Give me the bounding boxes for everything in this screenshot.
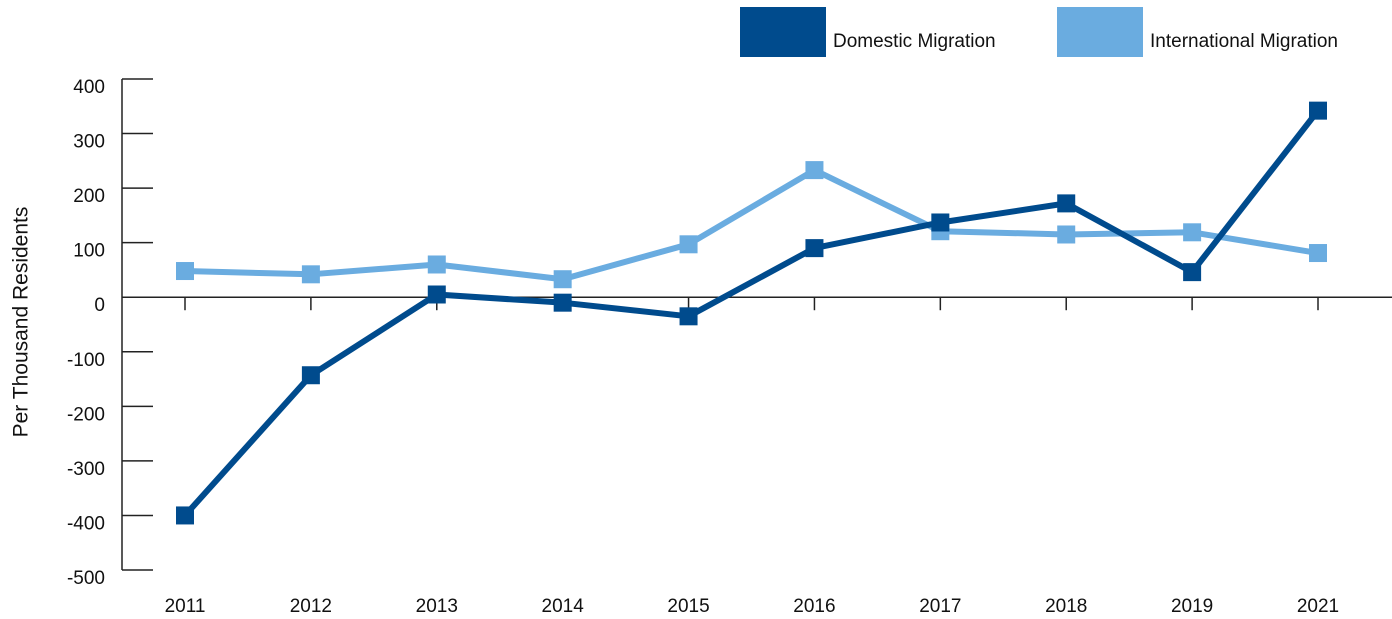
x-tick-label: 2013 bbox=[416, 596, 458, 617]
x-tick-label: 2017 bbox=[919, 596, 961, 617]
y-tick-label: 400 bbox=[73, 77, 105, 98]
marker bbox=[176, 506, 194, 525]
y-tick-label: 0 bbox=[94, 295, 105, 316]
y-tick-label: -400 bbox=[67, 513, 105, 534]
marker bbox=[427, 285, 446, 304]
legend-label: Domestic Migration bbox=[833, 31, 996, 52]
marker bbox=[1183, 223, 1202, 242]
marker bbox=[805, 239, 824, 258]
legend-swatch bbox=[1057, 7, 1143, 57]
marker bbox=[1309, 244, 1327, 263]
y-tick-label: -500 bbox=[67, 568, 105, 589]
marker bbox=[553, 293, 572, 312]
y-tick-label: -300 bbox=[67, 459, 105, 480]
marker bbox=[301, 366, 320, 385]
line bbox=[184, 167, 1319, 283]
marker bbox=[301, 265, 320, 284]
y-tick-label: -100 bbox=[67, 350, 105, 371]
x-tick-label: 2018 bbox=[1045, 596, 1087, 617]
x-tick-label: 2016 bbox=[793, 596, 835, 617]
marker bbox=[1183, 263, 1202, 282]
x-tick-label: 2015 bbox=[667, 596, 709, 617]
y-tick-label: 100 bbox=[73, 241, 105, 262]
marker bbox=[679, 235, 698, 254]
x-tick-label: 2019 bbox=[1171, 596, 1213, 617]
marker bbox=[176, 262, 194, 281]
marker bbox=[1057, 225, 1076, 244]
marker bbox=[553, 270, 572, 289]
y-axis-label: Per Thousand Residents bbox=[10, 207, 33, 438]
marker bbox=[1309, 101, 1327, 120]
line bbox=[182, 108, 1321, 518]
y-tick-label: 200 bbox=[73, 186, 105, 207]
x-tick-label: 2021 bbox=[1297, 596, 1339, 617]
marker bbox=[679, 307, 698, 326]
x-tick-label: 2011 bbox=[165, 596, 206, 617]
marker bbox=[805, 161, 824, 180]
legend-swatch bbox=[740, 7, 826, 57]
marker bbox=[1057, 194, 1076, 213]
marker bbox=[931, 213, 950, 232]
legend-label: International Migration bbox=[1150, 31, 1338, 52]
x-tick-label: 2012 bbox=[290, 596, 332, 617]
y-tick-label: -200 bbox=[67, 404, 105, 425]
marker bbox=[427, 255, 446, 274]
x-tick-label: 2014 bbox=[542, 596, 585, 617]
y-tick-label: 300 bbox=[73, 132, 105, 153]
